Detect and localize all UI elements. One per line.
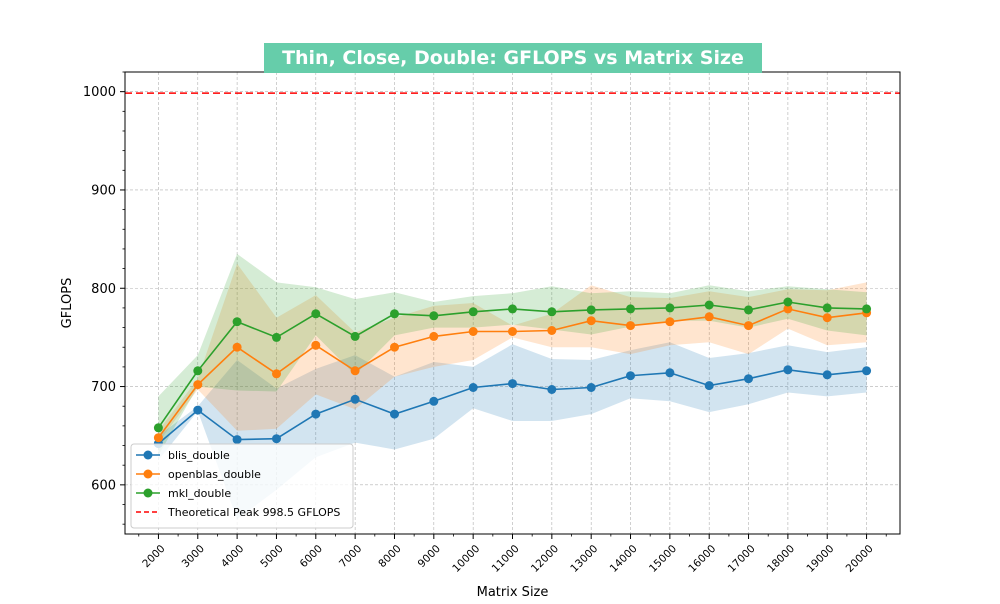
point-blis-double (665, 368, 675, 378)
point-mkl-double (862, 304, 872, 314)
chart-title: Thin, Close, Double: GFLOPS vs Matrix Si… (282, 47, 744, 69)
y-tick-label: 600 (91, 478, 116, 493)
point-blis-double (193, 405, 203, 415)
point-blis-double (862, 366, 872, 376)
point-mkl-double (822, 303, 832, 313)
legend-label: blis_double (168, 449, 230, 462)
point-mkl-double (665, 303, 675, 313)
point-mkl-double (272, 332, 281, 342)
legend-box (130, 443, 354, 529)
point-openblas-double (744, 321, 753, 331)
confidence-bands (158, 253, 867, 520)
point-mkl-double (153, 423, 163, 433)
y-tick-label: 1000 (83, 85, 116, 100)
chart-title-background (264, 43, 762, 73)
point-mkl-double (704, 300, 714, 310)
point-mkl-double (311, 309, 321, 319)
point-blis-double (232, 435, 242, 445)
point-blis-double (311, 409, 321, 419)
point-openblas-double (272, 369, 281, 379)
x-axis-label: Matrix Size (477, 585, 549, 600)
legend: blis_double openblas_double mkl_double Theo… (130, 443, 354, 529)
point-blis-double (547, 385, 557, 394)
y-axis-label: GFLOPS (60, 278, 75, 329)
point-mkl-double (744, 305, 753, 315)
point-openblas-double (193, 380, 203, 390)
point-mkl-double (586, 305, 596, 315)
point-blis-double (468, 383, 478, 392)
legend-marker-swatch (143, 469, 153, 479)
series-points (153, 297, 872, 449)
point-mkl-double (350, 331, 360, 341)
point-mkl-double (193, 366, 203, 376)
point-openblas-double (153, 433, 163, 443)
legend-entry: blis_double (136, 449, 230, 462)
point-openblas-double (626, 321, 635, 331)
point-openblas-double (665, 317, 675, 327)
y-tick-label: 800 (91, 282, 116, 297)
point-mkl-double (232, 317, 242, 327)
point-openblas-double (783, 304, 793, 314)
point-openblas-double (429, 331, 439, 341)
band-openblas-double (158, 263, 867, 443)
point-mkl-double (626, 304, 635, 314)
point-openblas-double (822, 313, 832, 323)
legend-label: mkl_double (168, 487, 231, 500)
point-blis-double (704, 381, 714, 391)
legend-entry: mkl_double (136, 487, 231, 500)
band-blis-double (158, 342, 867, 520)
point-mkl-double (429, 311, 439, 321)
point-openblas-double (232, 342, 242, 352)
y-axis-ticks: 600 700 800 900 1000 (83, 71, 125, 525)
point-mkl-double (390, 309, 399, 319)
band-mkl-double (158, 253, 867, 456)
legend-marker-swatch (143, 450, 153, 460)
point-mkl-double (468, 307, 478, 317)
point-blis-double (508, 379, 517, 389)
legend-label: Theoretical Peak 998.5 GFLOPS (167, 506, 340, 519)
point-mkl-double (783, 297, 793, 307)
point-openblas-double (508, 327, 517, 336)
point-mkl-double (508, 304, 517, 314)
legend-entry: openblas_double (136, 468, 261, 481)
point-blis-double (744, 374, 753, 384)
point-blis-double (390, 409, 399, 419)
point-blis-double (586, 383, 596, 392)
point-blis-double (272, 434, 281, 444)
point-blis-double (350, 394, 360, 404)
point-openblas-double (586, 316, 596, 326)
chart-title-group: Thin, Close, Double: GFLOPS vs Matrix Si… (264, 43, 762, 73)
point-blis-double (429, 396, 439, 406)
point-openblas-double (311, 340, 321, 350)
y-tick-label: 900 (91, 183, 116, 198)
point-openblas-double (468, 327, 478, 336)
point-blis-double (626, 371, 635, 381)
point-openblas-double (350, 366, 360, 376)
y-tick-label: 700 (91, 380, 116, 395)
point-blis-double (822, 370, 832, 380)
legend-label: openblas_double (168, 468, 261, 481)
point-mkl-double (547, 307, 557, 317)
legend-marker-swatch (143, 488, 153, 498)
point-openblas-double (704, 312, 714, 322)
point-blis-double (783, 365, 793, 375)
point-openblas-double (547, 326, 557, 335)
point-openblas-double (390, 342, 399, 352)
legend-entry: Theoretical Peak 998.5 GFLOPS (136, 506, 340, 519)
